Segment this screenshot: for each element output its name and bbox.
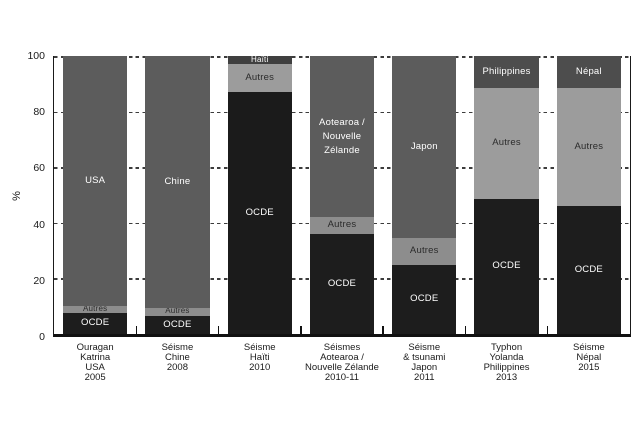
x-tick-label-3: Séisme Haïti 2010 <box>243 342 276 373</box>
x-axis-boundary-tick <box>464 326 467 334</box>
segment-label: Autres <box>327 219 357 231</box>
y-tick-label-100: 100 <box>27 50 45 62</box>
segment-ocde: OCDE <box>309 233 375 334</box>
bar-6: OCDE Autres Philippines <box>474 56 539 334</box>
segment-label: Chine <box>164 175 191 187</box>
segment-ocde: OCDE <box>145 315 210 334</box>
x-tick-label-2: Séisme Chine 2008 <box>161 342 194 373</box>
segment-label: Autres <box>245 72 275 84</box>
segment-label: Aotearoa / Nouvelle Zélande <box>319 116 365 156</box>
segment-ocde: OCDE <box>227 92 292 334</box>
bars-container: OCDE Autres USA Ouragan Katrina USA 2005 OCDE Au… <box>54 54 630 383</box>
bar-5: OCDE Autres Japon <box>392 56 457 334</box>
y-tick-label-40: 40 <box>33 218 45 231</box>
x-tick-label-7: Séisme Népal 2015 <box>572 342 605 373</box>
segment-ocde: OCDE <box>63 313 128 334</box>
segment-ocde: OCDE <box>392 264 457 334</box>
x-tick-label-1: Ouragan Katrina USA 2005 <box>76 342 114 383</box>
x-tick-label-6: Typhon Yolanda Philippines 2013 <box>483 342 530 383</box>
x-tick-label-4: Séismes Aotearoa / Nouvelle Zélande 2010-11 <box>305 342 379 383</box>
segment-autres: Autres <box>227 64 292 93</box>
x-axis-boundary-tick <box>300 326 302 334</box>
segment-autres: Autres <box>556 87 621 207</box>
segment-n-pal: Népal <box>556 56 621 88</box>
category-slot-6: OCDE Autres Philippines Typhon Yolanda Philip… <box>465 56 549 383</box>
segment-label: OCDE <box>81 317 110 329</box>
category-slot-5: OCDE Autres Japon Séisme & tsunami Japon 2011 <box>383 56 467 383</box>
segment-philippines: Philippines <box>474 56 539 88</box>
segment-label: Haïti <box>250 54 269 64</box>
segment-usa: USA <box>63 56 128 307</box>
segment-ocde: OCDE <box>474 199 539 334</box>
segment-autres: Autres <box>309 217 375 234</box>
y-tick-label-20: 20 <box>33 274 45 287</box>
segment-ha-ti: Haïti <box>227 54 292 65</box>
x-axis-boundary-tick <box>135 326 138 334</box>
y-tick-label-60: 60 <box>33 162 45 175</box>
y-tick-label-80: 80 <box>33 106 45 119</box>
bar-4: OCDE Autres Aotearoa / Nouvelle Zélande <box>309 56 375 334</box>
segment-label: USA <box>85 174 106 186</box>
segment-autres: Autres <box>145 306 210 316</box>
segment-label: OCDE <box>574 263 603 275</box>
category-slot-3: OCDE Autres Haïti Séisme Haïti 2010 <box>219 54 302 373</box>
segment-autres: Autres <box>474 87 539 200</box>
segment-label: OCDE <box>327 277 357 289</box>
segment-label: Autres <box>574 140 604 152</box>
segment-label: OCDE <box>245 206 274 218</box>
segment-label: Autres <box>492 137 521 149</box>
bar-2: OCDE Autres Chine <box>145 56 210 334</box>
x-axis-boundary-tick <box>382 326 384 334</box>
segment-japon: Japon <box>392 56 457 239</box>
segment-autres: Autres <box>392 238 457 265</box>
segment-aotearoa-nouvelle-z-lande: Aotearoa / Nouvelle Zélande <box>309 56 375 218</box>
segment-chine: Chine <box>145 56 210 308</box>
y-axis-label: % <box>11 191 23 201</box>
x-axis-boundary-tick <box>217 326 220 334</box>
segment-label: OCDE <box>492 260 521 272</box>
plot-area: OCDE Autres USA Ouragan Katrina USA 2005 OCDE Au… <box>53 54 631 383</box>
segment-label: Philippines <box>482 65 531 77</box>
segment-autres: Autres <box>63 304 128 314</box>
segment-label: Autres <box>409 245 439 257</box>
segment-label: Népal <box>575 65 602 77</box>
segment-label: Autres <box>82 304 108 314</box>
bar-1: OCDE Autres USA <box>63 56 128 334</box>
segment-label: Japon <box>410 140 438 152</box>
x-axis-boundary-tick <box>546 326 549 334</box>
y-tick-label-0: 0 <box>39 331 45 343</box>
category-slot-7: OCDE Autres Népal Séisme Népal 2015 <box>548 56 630 373</box>
category-slot-2: OCDE Autres Chine Séisme Chine 2008 <box>136 56 220 373</box>
segment-label: Autres <box>165 306 190 316</box>
segment-ocde: OCDE <box>556 206 621 334</box>
category-slot-1: OCDE Autres USA Ouragan Katrina USA 2005 <box>54 56 138 383</box>
segment-label: OCDE <box>410 293 439 305</box>
segment-label: OCDE <box>163 318 192 330</box>
bar-7: OCDE Autres Népal <box>556 56 621 334</box>
x-tick-label-5: Séisme & tsunami Japon 2011 <box>403 342 446 383</box>
category-slot-4: OCDE Autres Aotearoa / Nouvelle Zélande Séism… <box>301 56 384 383</box>
bar-3: OCDE Autres Haïti <box>227 54 292 334</box>
